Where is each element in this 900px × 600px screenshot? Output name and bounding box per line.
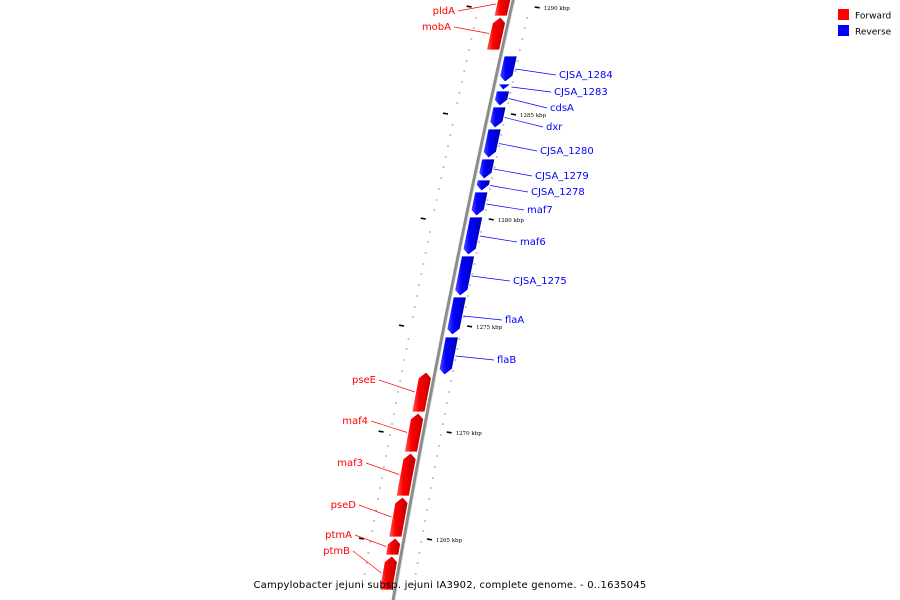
leader-line	[354, 534, 387, 547]
gene-cjsa-1279	[478, 158, 496, 180]
gene-ptma	[385, 537, 402, 556]
leader-line	[455, 355, 495, 361]
features	[379, 0, 518, 591]
gene-label-flab: flaB	[497, 355, 516, 366]
major-tick	[378, 430, 384, 433]
leader-line	[508, 98, 548, 109]
major-tick	[420, 217, 426, 220]
major-ticks: 1290 kbp 1285 kbp 1280 kbp 1275 kbp 1270 kbp…	[358, 5, 571, 544]
leader-line	[504, 117, 544, 128]
gene-cjsa-1280	[482, 128, 502, 159]
leader-line	[490, 185, 529, 193]
gene-label-cjsa-1283: CJSA_1283	[554, 87, 608, 98]
gene-label-plda: pldA	[433, 6, 455, 17]
gene-cjsa-1278	[475, 179, 491, 192]
legend-reverse-label: Reverse	[855, 28, 892, 38]
tick-label: 1265 kbp	[436, 538, 463, 544]
gene-label-maf7: maf7	[527, 205, 553, 216]
gene-label-cjsa-1279: CJSA_1279	[535, 171, 589, 182]
leader-line	[486, 203, 525, 211]
tick-label: 1270 kbp	[456, 431, 483, 437]
gene-flab	[438, 336, 459, 376]
gene-label-cjsa-1284: CJSA_1284	[559, 70, 613, 81]
major-tick	[466, 325, 473, 328]
legend-forward-label: Forward	[855, 12, 891, 22]
leader-line	[378, 379, 415, 393]
gene-label-maf3: maf3	[337, 458, 363, 469]
backbone	[391, 0, 516, 600]
major-tick	[426, 538, 433, 541]
feature-labels: pldA mobA CJSA_1284 CJSA_1283 cdsA dxr CJSA_12…	[323, 3, 613, 574]
gene-ptmb	[379, 555, 398, 591]
gene-label-ptma: ptmA	[325, 530, 352, 541]
gene-maf6	[462, 216, 484, 256]
gene-label-dxr: dxr	[546, 122, 563, 133]
gene-cjsa-1284	[499, 55, 518, 83]
major-tick	[358, 537, 365, 540]
gene-label-psee: pseE	[352, 375, 376, 386]
leader-line	[493, 168, 533, 177]
gene-label-ptmb: ptmB	[323, 546, 350, 557]
tick-label: 1290 kbp	[544, 6, 571, 12]
gene-cjsa-1283	[497, 83, 513, 91]
minor-ticks	[361, 17, 528, 586]
major-tick	[398, 324, 405, 327]
gene-dxr	[489, 106, 507, 129]
gene-label-cjsa-1280: CJSA_1280	[540, 146, 594, 157]
gene-psed	[388, 496, 409, 538]
leader-line	[365, 462, 400, 475]
leader-line	[453, 26, 490, 34]
caption: Campylobacter jejuni subsp. jejuni IA390…	[254, 580, 647, 591]
gene-cjsa-1275	[454, 255, 476, 297]
gene-maf7	[470, 191, 489, 217]
gene-label-maf6: maf6	[520, 237, 546, 248]
gene-label-psed: pseD	[331, 500, 357, 511]
tick-label: 1285 kbp	[520, 113, 547, 119]
leader-line	[515, 68, 557, 76]
gene-psee	[411, 371, 432, 413]
legend-reverse-swatch	[838, 25, 849, 36]
leader-line	[471, 275, 511, 282]
gene-label-cjsa-1275: CJSA_1275	[513, 276, 567, 287]
gene-flaa	[446, 296, 467, 336]
leader-line	[511, 86, 552, 93]
gene-maf4	[403, 412, 425, 453]
legend-forward-swatch	[838, 9, 849, 20]
gene-label-cdsa: cdsA	[550, 103, 574, 114]
major-tick	[442, 112, 449, 115]
leader-line	[352, 550, 382, 574]
legend: Forward Reverse	[838, 9, 892, 38]
gene-maf3	[395, 452, 417, 497]
gene-plda	[493, 0, 512, 17]
major-tick	[534, 6, 540, 9]
gene-cdsa	[494, 90, 510, 107]
gene-label-flaa: flaA	[505, 315, 524, 326]
tick-label: 1280 kbp	[498, 218, 525, 224]
leader-line	[457, 3, 496, 12]
gene-label-cjsa-1278: CJSA_1278	[531, 187, 585, 198]
major-tick	[446, 431, 452, 434]
gene-moba	[486, 16, 506, 51]
leader-line	[358, 504, 392, 518]
leader-line	[370, 420, 408, 433]
tick-label: 1275 kbp	[476, 325, 503, 331]
major-tick	[488, 218, 494, 221]
gene-label-maf4: maf4	[342, 416, 368, 427]
leader-line	[479, 235, 518, 243]
leader-line	[463, 315, 503, 321]
major-tick	[510, 113, 517, 116]
leader-line	[499, 143, 538, 152]
gene-label-moba: mobA	[422, 22, 451, 33]
major-tick	[466, 5, 472, 8]
